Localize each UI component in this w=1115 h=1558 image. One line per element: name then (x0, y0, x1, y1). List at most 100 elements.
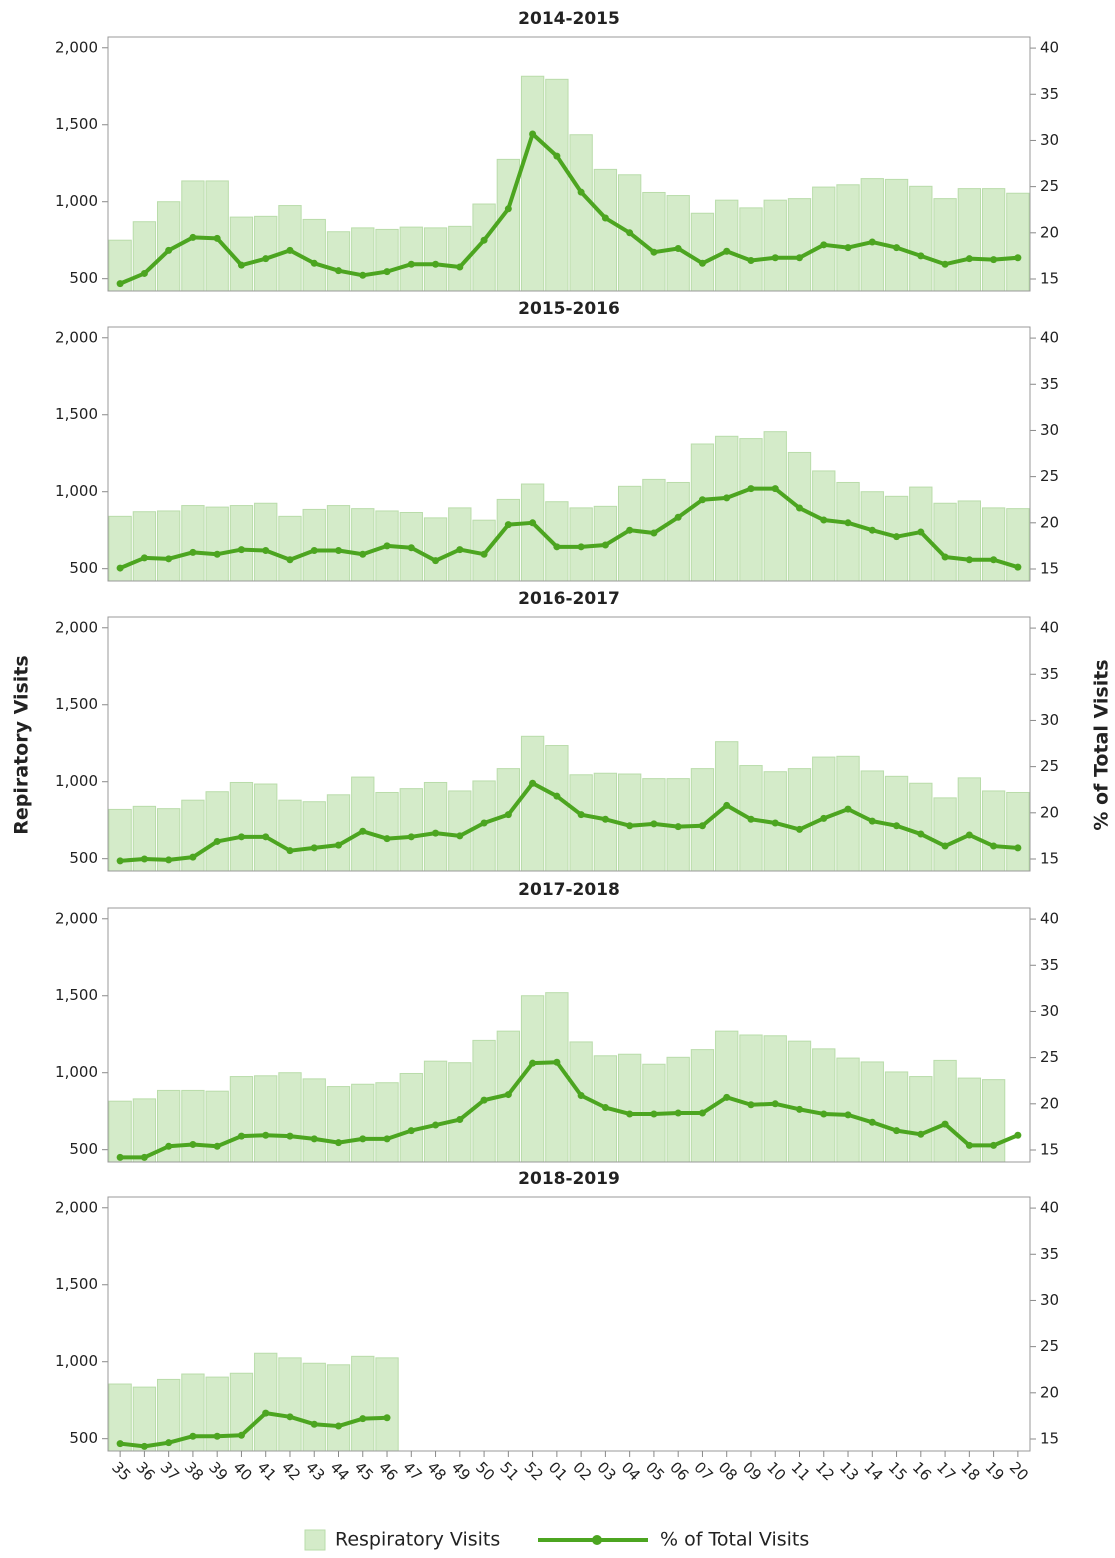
line-point (213, 837, 221, 845)
line-point (626, 822, 634, 830)
bar (375, 1357, 399, 1452)
line-point (504, 521, 512, 529)
line-point (723, 494, 731, 502)
y2-tick-label: 35 (1040, 1245, 1059, 1263)
line-point (601, 541, 609, 549)
line-point (432, 557, 440, 565)
y2-tick-label: 30 (1040, 1291, 1059, 1309)
line-point (990, 842, 998, 850)
bar (666, 195, 690, 292)
x-tick-label: 03 (593, 1458, 619, 1484)
line-point (504, 811, 512, 819)
bar (326, 794, 351, 872)
y-tick-label: 2,000 (55, 618, 98, 636)
bar (229, 781, 254, 872)
x-tick-label: 19 (982, 1458, 1008, 1484)
y2-tick-label: 25 (1040, 467, 1059, 485)
bar (302, 1078, 326, 1163)
legend-label: Respiratory Visits (335, 1529, 500, 1551)
bar (981, 790, 1006, 872)
bar (278, 799, 302, 872)
line-point (286, 1132, 294, 1140)
panel-frame (107, 907, 1031, 1163)
x-tick-label: 41 (254, 1458, 280, 1484)
line-point (965, 556, 973, 564)
line-point (553, 792, 561, 800)
line-point (723, 1093, 731, 1101)
legend-swatch (304, 1529, 326, 1551)
y-tick-label: 1,000 (55, 482, 98, 500)
line-point (286, 1413, 294, 1421)
bar (181, 505, 205, 582)
line-point (140, 1153, 148, 1161)
line-point (990, 1141, 998, 1149)
line (119, 781, 1019, 863)
line-point (553, 1058, 561, 1066)
line-point (577, 1091, 585, 1099)
y-tick-label: 1,000 (55, 772, 98, 790)
bar (351, 227, 375, 292)
line-point (286, 556, 294, 564)
x-tick-label: 35 (108, 1458, 134, 1484)
line-point (165, 856, 173, 864)
line-point (359, 550, 367, 558)
line-point (674, 1109, 682, 1117)
bar (375, 228, 399, 292)
line-point (820, 516, 828, 524)
y-tick-label: 1,500 (55, 695, 98, 713)
line-point (893, 1127, 901, 1135)
line-point (796, 254, 803, 262)
line-point (262, 547, 270, 555)
line-point (626, 1110, 634, 1118)
bar (254, 215, 278, 292)
y-tick-label: 1,500 (55, 1275, 98, 1293)
line-point (262, 255, 270, 263)
x-tick-label: 07 (690, 1458, 716, 1484)
x-tick-label: 04 (618, 1458, 644, 1484)
bar (423, 1060, 448, 1163)
x-tick-label: 08 (715, 1458, 741, 1484)
panel-title: 2018-2019 (518, 1169, 620, 1189)
bar (957, 500, 982, 582)
panel-frame (107, 1196, 1031, 1452)
x-tick-label: 49 (448, 1458, 474, 1484)
bar (448, 507, 472, 582)
line-point (310, 1420, 318, 1428)
bar (957, 1077, 982, 1163)
line-point (698, 496, 706, 504)
bar (981, 1079, 1006, 1163)
x-tick-label: 05 (642, 1458, 668, 1484)
bar (569, 1041, 593, 1163)
bar (617, 1053, 642, 1163)
line-point (844, 244, 852, 252)
y2-tick-label: 25 (1040, 757, 1059, 775)
line-point (213, 1432, 221, 1440)
line-point (213, 550, 221, 558)
line (119, 486, 1019, 570)
bar (205, 1376, 229, 1452)
bar (302, 1362, 326, 1452)
bar (132, 1386, 157, 1452)
x-tick-label: 17 (933, 1458, 959, 1484)
line-point (650, 1110, 658, 1118)
x-tick-label: 15 (885, 1458, 911, 1484)
bar (933, 198, 957, 292)
x-tick-label: 06 (666, 1458, 692, 1484)
line-point (432, 1121, 440, 1129)
line-point (796, 825, 803, 833)
y-tick-label: 500 (69, 1429, 98, 1447)
y2-tick-label: 15 (1040, 269, 1059, 287)
line-point (941, 1120, 949, 1128)
x-tick-label: 47 (399, 1458, 425, 1484)
line-point (504, 205, 512, 213)
y2-tick-label: 40 (1040, 910, 1059, 928)
line-point (262, 833, 270, 841)
line-point (140, 1442, 148, 1450)
bar (156, 510, 181, 582)
y2-tick-label: 15 (1040, 849, 1059, 867)
x-tick-label: 09 (739, 1458, 765, 1484)
line-point (480, 236, 488, 244)
y2-tick-label: 35 (1040, 85, 1059, 103)
line-point (359, 1415, 367, 1423)
bar (666, 481, 690, 582)
